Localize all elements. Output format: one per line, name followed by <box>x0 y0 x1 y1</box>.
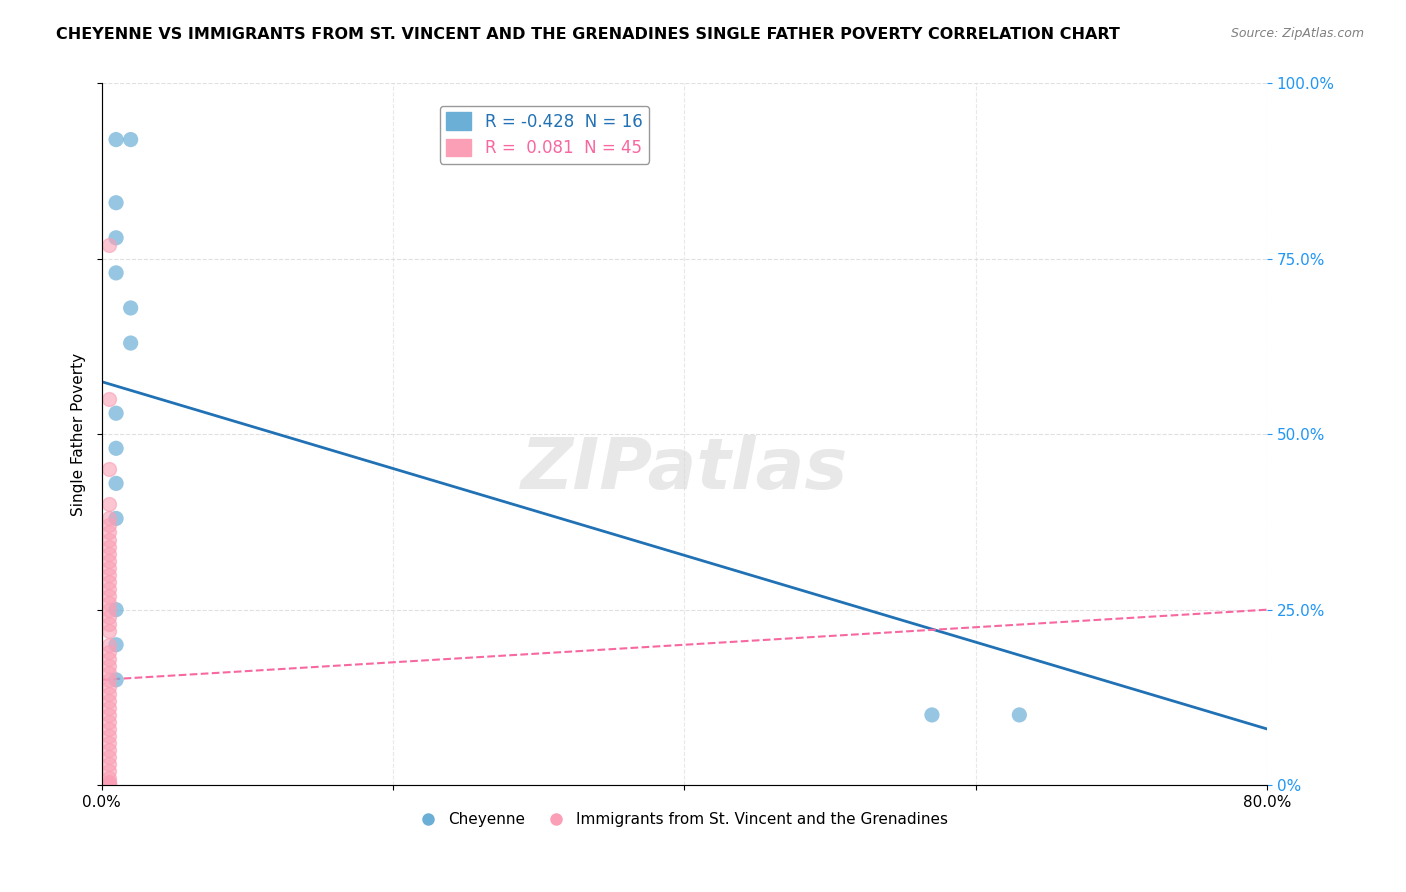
Point <box>921 707 943 722</box>
Point <box>97 589 120 603</box>
Point <box>1008 707 1031 722</box>
Point <box>97 707 120 722</box>
Point <box>97 582 120 596</box>
Point <box>97 777 120 791</box>
Point <box>97 624 120 638</box>
Point <box>97 701 120 715</box>
Point <box>97 764 120 778</box>
Point <box>105 673 128 687</box>
Point <box>97 574 120 589</box>
Text: CHEYENNE VS IMMIGRANTS FROM ST. VINCENT AND THE GRENADINES SINGLE FATHER POVERTY: CHEYENNE VS IMMIGRANTS FROM ST. VINCENT … <box>56 27 1121 42</box>
Point <box>97 687 120 701</box>
Point <box>97 736 120 750</box>
Point <box>105 511 128 525</box>
Point <box>97 743 120 757</box>
Point <box>105 476 128 491</box>
Point <box>105 132 128 146</box>
Point <box>97 777 120 791</box>
Point <box>97 525 120 540</box>
Point <box>97 553 120 567</box>
Point <box>97 533 120 547</box>
Point <box>97 540 120 554</box>
Point <box>97 750 120 764</box>
Point <box>97 774 120 789</box>
Point <box>97 645 120 659</box>
Point <box>97 673 120 687</box>
Point <box>97 757 120 772</box>
Point <box>105 195 128 210</box>
Point <box>97 658 120 673</box>
Point <box>97 771 120 785</box>
Point <box>97 722 120 736</box>
Point <box>105 442 128 456</box>
Point <box>97 462 120 476</box>
Point <box>105 266 128 280</box>
Point <box>97 694 120 708</box>
Point <box>105 406 128 420</box>
Point <box>120 336 142 351</box>
Text: Source: ZipAtlas.com: Source: ZipAtlas.com <box>1230 27 1364 40</box>
Point <box>97 511 120 525</box>
Point <box>97 609 120 624</box>
Point <box>120 132 142 146</box>
Point <box>97 567 120 582</box>
Point <box>97 560 120 574</box>
Point <box>97 616 120 631</box>
Point <box>97 714 120 729</box>
Point <box>97 652 120 666</box>
Y-axis label: Single Father Poverty: Single Father Poverty <box>72 352 86 516</box>
Point <box>105 638 128 652</box>
Point <box>97 602 120 616</box>
Legend: Cheyenne, Immigrants from St. Vincent and the Grenadines: Cheyenne, Immigrants from St. Vincent an… <box>415 806 953 834</box>
Point <box>97 680 120 694</box>
Text: ZIPatlas: ZIPatlas <box>520 434 848 504</box>
Point <box>97 392 120 407</box>
Point <box>120 301 142 315</box>
Point <box>105 231 128 245</box>
Point <box>97 518 120 533</box>
Point <box>97 237 120 252</box>
Point <box>97 596 120 610</box>
Point <box>97 729 120 743</box>
Point <box>97 498 120 512</box>
Point <box>97 547 120 561</box>
Point <box>97 665 120 680</box>
Point <box>105 602 128 616</box>
Point <box>97 776 120 790</box>
Point <box>97 638 120 652</box>
